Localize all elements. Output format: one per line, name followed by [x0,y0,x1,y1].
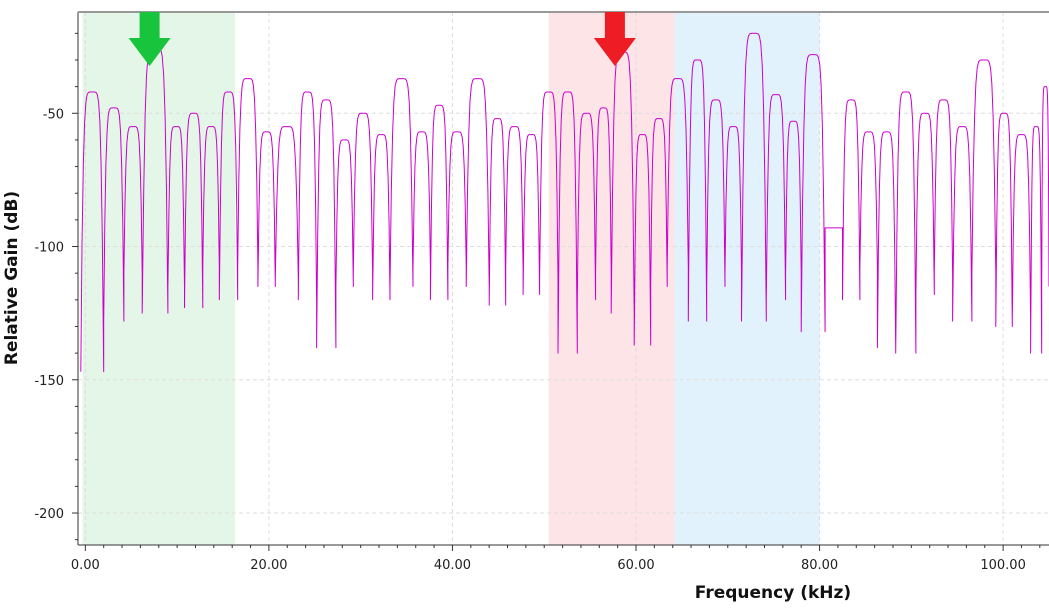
y-axis-title: Relative Gain (dB) [2,191,22,365]
y-tick-label: -50 [43,107,64,122]
transition-band [674,12,820,545]
y-tick-label: -100 [34,241,64,256]
x-tick-label: 20.00 [250,558,287,573]
x-tick-label: 60.00 [617,558,654,573]
x-tick-label: 100.00 [980,558,1026,573]
passband-peak-marker [128,12,171,66]
tick-labels: 0.00 20.00 40.00 60.00 80.00 100.00 -50 -100 -15… [34,107,1025,573]
y-tick-label: -200 [34,507,64,522]
passband-band [82,12,235,545]
gridlines [78,12,1049,545]
stopband-peak-marker [593,12,636,66]
x-tick-label: 40.00 [434,558,471,573]
axes [72,11,1049,551]
x-tick-label: 0.00 [71,558,100,573]
x-axis-title: Frequency (kHz) [695,583,851,603]
x-tick-label: 80.00 [801,558,838,573]
markers [128,12,636,66]
gain-trace [80,32,1049,373]
gain-series-line [80,32,1049,373]
shaded-regions [82,12,820,545]
y-tick-label: -150 [34,374,64,389]
